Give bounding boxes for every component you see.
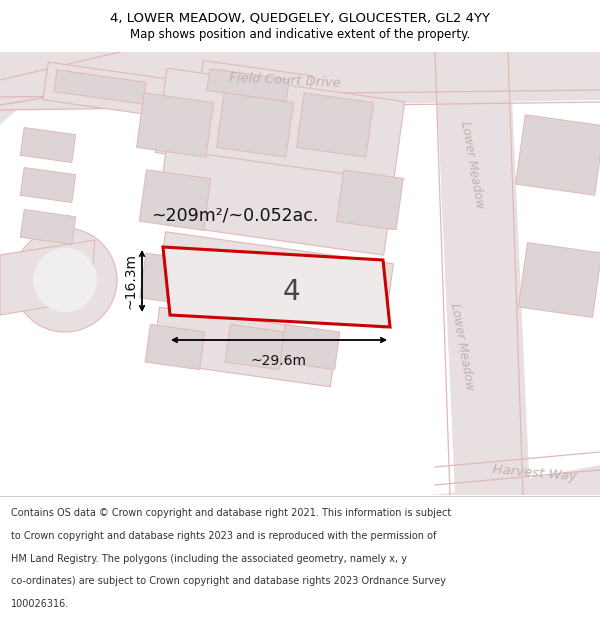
Polygon shape <box>156 149 394 255</box>
Text: Field Court Drive: Field Court Drive <box>229 71 341 89</box>
Polygon shape <box>280 324 340 369</box>
Polygon shape <box>440 465 600 495</box>
Text: ~16.3m: ~16.3m <box>124 253 138 309</box>
Text: Map shows position and indicative extent of the property.: Map shows position and indicative extent… <box>130 28 470 41</box>
Polygon shape <box>54 70 146 104</box>
Text: Harvest Way: Harvest Way <box>493 463 578 483</box>
Polygon shape <box>198 61 312 114</box>
Text: co-ordinates) are subject to Crown copyright and database rights 2023 Ordnance S: co-ordinates) are subject to Crown copyr… <box>11 576 446 586</box>
Text: 4: 4 <box>283 278 301 306</box>
Polygon shape <box>140 253 211 307</box>
Polygon shape <box>220 253 290 307</box>
Polygon shape <box>139 170 211 230</box>
Text: to Crown copyright and database rights 2023 and is reproduced with the permissio: to Crown copyright and database rights 2… <box>11 531 436 541</box>
Polygon shape <box>145 324 205 369</box>
Polygon shape <box>0 52 80 125</box>
Text: ~29.6m: ~29.6m <box>251 354 307 368</box>
Polygon shape <box>20 168 76 202</box>
Polygon shape <box>0 240 95 315</box>
Polygon shape <box>515 115 600 195</box>
Polygon shape <box>225 324 285 369</box>
Polygon shape <box>20 127 76 162</box>
Text: ~209m²/~0.052ac.: ~209m²/~0.052ac. <box>151 206 319 224</box>
Polygon shape <box>155 68 405 186</box>
Polygon shape <box>337 170 403 230</box>
Polygon shape <box>299 253 370 307</box>
Text: Contains OS data © Crown copyright and database right 2021. This information is : Contains OS data © Crown copyright and d… <box>11 508 451 518</box>
Polygon shape <box>152 308 338 387</box>
Text: 100026316.: 100026316. <box>11 599 69 609</box>
Text: Lower Meadow: Lower Meadow <box>458 121 486 209</box>
Polygon shape <box>296 93 373 157</box>
Text: Lower Meadow: Lower Meadow <box>448 302 476 392</box>
Polygon shape <box>0 52 600 110</box>
Polygon shape <box>43 62 177 118</box>
Polygon shape <box>207 69 289 101</box>
Polygon shape <box>217 93 293 157</box>
Polygon shape <box>157 232 394 328</box>
Polygon shape <box>435 52 530 495</box>
Polygon shape <box>20 209 76 244</box>
Text: HM Land Registry. The polygons (including the associated geometry, namely x, y: HM Land Registry. The polygons (includin… <box>11 554 407 564</box>
Polygon shape <box>518 242 600 318</box>
Wedge shape <box>33 248 97 312</box>
Polygon shape <box>430 480 600 495</box>
Polygon shape <box>137 93 214 157</box>
Polygon shape <box>163 247 390 327</box>
Text: 4, LOWER MEADOW, QUEDGELEY, GLOUCESTER, GL2 4YY: 4, LOWER MEADOW, QUEDGELEY, GLOUCESTER, … <box>110 11 490 24</box>
Wedge shape <box>13 228 117 332</box>
